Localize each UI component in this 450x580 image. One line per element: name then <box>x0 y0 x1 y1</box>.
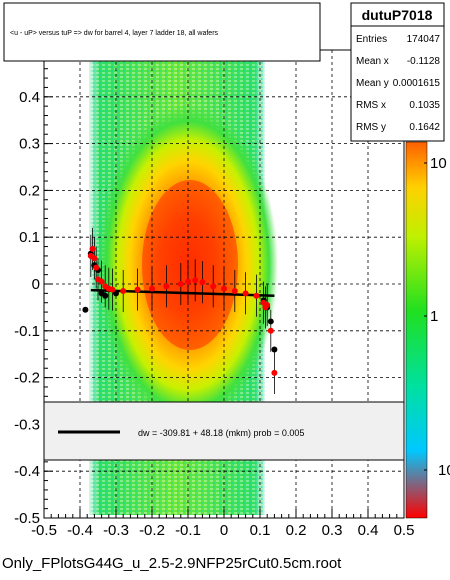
profile-red-point <box>177 281 184 287</box>
profile-red-point <box>192 277 199 284</box>
x-tick-label: -0.3 <box>103 522 129 539</box>
profile-red-point <box>185 278 191 285</box>
y-tick-label: -0.4 <box>14 463 40 480</box>
y-tick-label: -0.1 <box>14 323 40 340</box>
y-tick-label: 0.3 <box>19 136 40 153</box>
chart-title: <u - uP> versus tuP => dw for barrel 4, … <box>10 30 219 37</box>
profile-red-point <box>264 302 271 309</box>
fit-legend-text: dw = -309.81 + 48.18 (mkm) prob = 0.005 <box>138 428 304 438</box>
profile-red-point <box>89 245 96 252</box>
x-tick-label: 0.2 <box>286 522 307 539</box>
x-tick-label: -0.4 <box>67 522 93 539</box>
y-tick-label: -0.5 <box>14 510 40 527</box>
y-tick-label: 0.1 <box>19 229 40 246</box>
y-tick-label: -0.3 <box>14 416 40 433</box>
x-tick-label: 0.4 <box>358 522 379 539</box>
stats-label-entries: Entries <box>356 34 387 45</box>
x-tick-label: -0.5 <box>31 522 57 539</box>
stats-value-meanx: -0.1128 <box>407 56 441 67</box>
stats-value-rmsx: 0.1035 <box>409 100 440 111</box>
color-scale-bar <box>405 141 428 519</box>
title-box: <u - uP> versus tuP => dw for barrel 4, … <box>3 2 321 62</box>
y-tick-label: 0 <box>32 276 40 293</box>
fit-legend: dw = -309.81 + 48.18 (mkm) prob = 0.005 <box>43 401 405 461</box>
x-tick-label: 0 <box>220 522 228 539</box>
y-tick-label: 0.4 <box>19 89 40 106</box>
stats-label-meanx: Mean x <box>356 56 389 67</box>
profile-red-point <box>91 255 98 262</box>
axes: -0.5 -0.4 -0.3 -0.2 -0.1 0 0.1 0.2 0.3 0.4 0.5 -0.5… <box>14 49 415 539</box>
y-tick-label: 0.2 <box>19 182 40 199</box>
profile-black-point <box>82 306 89 313</box>
profile-red-point <box>253 292 260 299</box>
profile-red-point <box>149 285 155 292</box>
stats-label-rmsy: RMS y <box>356 122 386 133</box>
profile-black-point <box>113 290 119 297</box>
profile-red-point <box>93 264 100 271</box>
profile-red-point <box>242 290 249 297</box>
x-tick-label: -0.1 <box>175 522 201 539</box>
profile-red-point <box>199 279 206 286</box>
profile-black-point <box>271 346 278 353</box>
stats-value-entries: 174047 <box>407 34 441 45</box>
stats-box: dutuP7018 Entries 174047 Mean x -0.1128 … <box>350 2 445 142</box>
profile-red-point <box>221 285 227 292</box>
profile-black-point <box>267 318 274 325</box>
profile-red-point <box>134 286 141 293</box>
color-scale: 10 1 10 <box>405 141 450 519</box>
zscale-label-1: 1 <box>430 308 438 325</box>
profile-red-point <box>109 286 116 293</box>
profile-red-point <box>210 283 217 290</box>
profile-red-point <box>271 369 278 376</box>
zscale-label-10: 10 <box>430 155 447 172</box>
x-tick-label: 0.3 <box>322 522 343 539</box>
stats-name: dutuP7018 <box>362 7 433 23</box>
heatmap-hot-core <box>142 180 238 350</box>
stats-value-rmsy: 0.1642 <box>409 122 440 133</box>
stats-value-meany: 0.0001615 <box>393 78 441 89</box>
profile-red-point <box>120 288 127 295</box>
profile-black-point <box>102 292 109 299</box>
x-tick-label: 0.5 <box>394 522 415 539</box>
profiles <box>82 227 278 394</box>
profile-red-point <box>267 327 274 334</box>
profile-red-point <box>231 288 238 295</box>
stats-label-rmsx: RMS x <box>356 100 386 111</box>
stats-label-meany: Mean y <box>356 78 389 89</box>
y-tick-label: -0.2 <box>14 370 40 387</box>
zscale-label-10-low: 10 <box>438 462 450 479</box>
x-tick-label: -0.2 <box>139 522 165 539</box>
profile-red-point <box>98 278 105 285</box>
x-tick-label: 0.1 <box>250 522 271 539</box>
file-name: Only_FPlotsG44G_u_2.5-2.9NFP25rCut0.5cm.… <box>2 555 342 572</box>
profile-red-point <box>163 283 170 290</box>
